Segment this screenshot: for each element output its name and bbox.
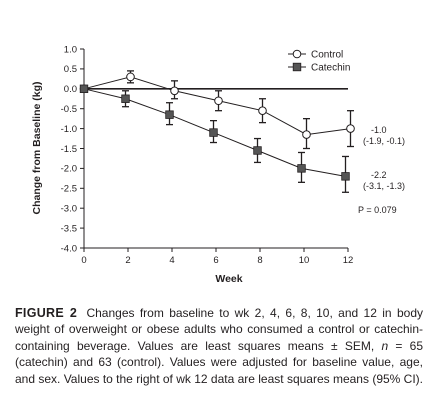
caption-n-symbol: n — [381, 338, 389, 353]
data-point — [258, 106, 267, 115]
y-tick-label: -1.5 — [61, 144, 77, 155]
y-tick-label: -3.0 — [61, 204, 77, 215]
legend: Control Catechin — [288, 50, 350, 74]
legend-marker — [292, 49, 302, 59]
weight-change-chart: 1.0 0.5 0.0 -0.5 -1.0 -1.5 -2.0 -2.5 -3.0 -3.5 -4.… — [31, 44, 405, 285]
y-tick-label: -2.0 — [61, 164, 77, 175]
figure-caption: FIGURE 2 Changes from baseline to wk 2, … — [15, 305, 423, 387]
data-point — [79, 84, 89, 93]
y-tick-label: 0.5 — [64, 64, 77, 75]
data-point — [126, 72, 135, 82]
series-line — [83, 76, 351, 136]
y-tick-label: 1.0 — [64, 44, 77, 55]
data-point — [302, 130, 311, 139]
caption-text-2: = 65 (catechin) and 63 (control). Values… — [15, 338, 423, 386]
caption-text-1: Changes from baseline to wk 2, 4, 6, 8, … — [15, 306, 423, 353]
x-tick-label: 8 — [257, 255, 262, 266]
series-layer — [79, 70, 355, 193]
data-point — [253, 146, 262, 155]
data-point — [341, 172, 350, 181]
data-point — [209, 128, 218, 137]
annotation-text: -2.2 — [371, 170, 387, 180]
y-axis-title: Change from Baseline (kg) — [31, 81, 43, 214]
annotation-text: -1.0 — [371, 125, 387, 135]
series-control — [79, 70, 355, 150]
annotation-text: (-3.1, -1.3) — [363, 181, 405, 191]
axes: 1.0 0.5 0.0 -0.5 -1.0 -1.5 -2.0 -2.5 -3.0 -3.5 -4.… — [61, 44, 354, 266]
x-tick-label: 6 — [213, 255, 218, 266]
y-tick-label: -4.0 — [61, 243, 77, 254]
figure-label: FIGURE 2 — [15, 306, 78, 320]
series-catechin — [79, 84, 350, 193]
y-tick-label: -1.0 — [61, 124, 77, 135]
x-tick-label: 2 — [125, 255, 130, 266]
data-point — [170, 86, 179, 96]
legend-label: Control — [311, 50, 343, 61]
x-tick-label: 0 — [81, 255, 86, 266]
legend-label: Catechin — [311, 63, 350, 74]
y-tick-label: -2.5 — [61, 184, 77, 195]
x-axis-title: Week — [215, 273, 242, 285]
data-point — [297, 164, 306, 173]
annotations: -1.0(-1.9, -0.1) -2.2(-3.1, -1.3) P = 0.07… — [358, 125, 405, 215]
y-tick-label: -3.5 — [61, 223, 77, 234]
annotation-text: P = 0.079 — [358, 205, 397, 215]
data-point — [346, 124, 355, 133]
y-tick-label: -0.5 — [61, 104, 77, 115]
x-tick-label: 4 — [169, 255, 174, 266]
x-tick-label: 12 — [343, 255, 354, 266]
annotation-text: (-1.9, -0.1) — [363, 136, 405, 146]
x-tick-label: 10 — [299, 255, 310, 266]
data-point — [214, 96, 223, 106]
data-point — [121, 94, 130, 103]
y-tick-label: 0.0 — [64, 84, 77, 95]
data-point — [165, 110, 174, 119]
legend-marker — [292, 62, 302, 72]
